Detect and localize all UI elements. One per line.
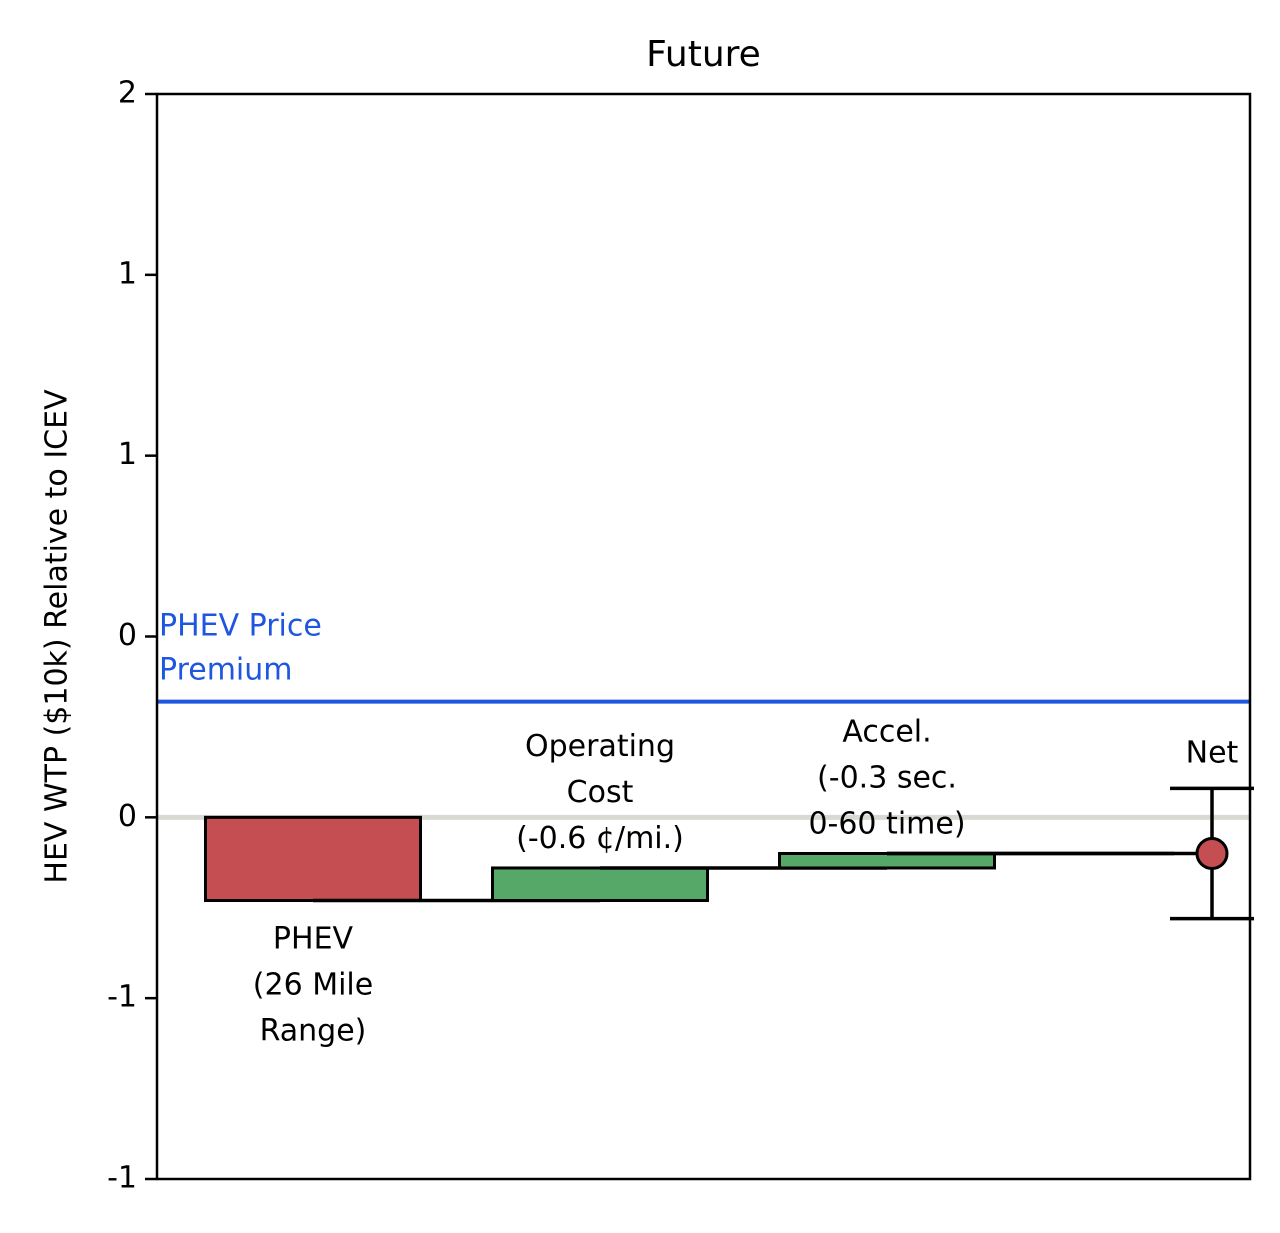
y-tick-label: 2 [118,76,137,111]
y-tick-label: 1 [118,437,137,472]
y-tick-label: -1 [107,1161,137,1196]
bar-label-accel: Accel. [842,715,931,750]
net-point [1195,837,1229,870]
bar-label-opcost: Cost [567,775,634,810]
bar-opcost [491,866,709,903]
chart-title: Future [646,34,761,75]
bar-accel [778,852,996,870]
net-marker-group: Net [887,735,1254,921]
ref-line-label: PHEV Price [159,609,322,644]
net-label: Net [1186,735,1239,770]
y-axis: -1 -1 0 0 1 1 2 [107,76,157,1196]
plot-frame [155,92,1252,1181]
bar-label-accel: 0-60 time) [808,807,965,842]
bar-label-accel: (-0.3 sec. [817,761,957,796]
ref-line-label: Premium [159,653,293,688]
bar-label-phev: PHEV [273,922,354,957]
y-tick-label: 0 [118,799,137,834]
y-axis-label: HEV WTP ($10k) Relative to ICEV [40,389,75,884]
reference-lines: PHEV Price Premium [157,609,1250,820]
bar-label-opcost: (-0.6 ¢/mi.) [516,821,684,856]
bar-label-phev: Range) [260,1014,367,1049]
y-tick-label: 1 [118,256,137,291]
y-tick-label: -1 [107,980,137,1015]
y-tick-label: 0 [118,618,137,653]
waterfall-bars: PHEV (26 Mile Range) Operating Cost (-0.6 ¢/m… [204,715,1174,1049]
bar-label-opcost: Operating [525,729,675,764]
bar-phev [204,815,422,903]
bar-label-phev: (26 Mile [253,968,373,1003]
